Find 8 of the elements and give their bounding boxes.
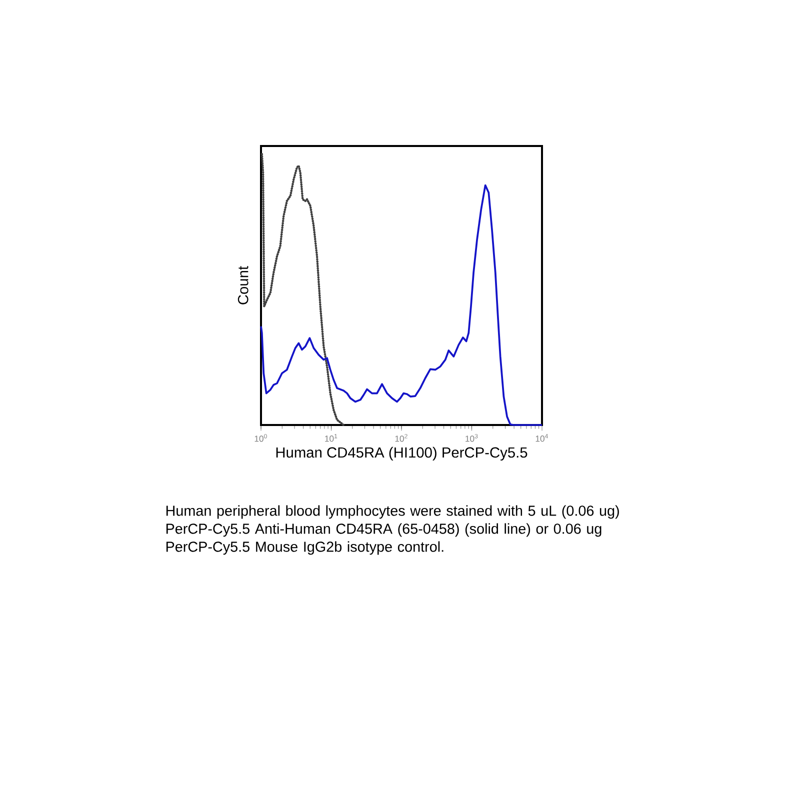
x-axis-title: Human CD45RA (HI100) PerCP-Cy5.5 bbox=[276, 446, 528, 461]
text: Human peripheral blood lymphocytes were stained with 5 uL (0.06 ug) PerCP-Cy5.5 Anti-Human CD45RA (65-0458) (solid line) or 0.06 ug PerCP-Cy5.5 Mouse IgG2b isotype control. bbox=[166, 505, 619, 555]
x-tick-label: 10$^{2}$ bbox=[395, 434, 408, 442]
y-axis-title: Count bbox=[238, 266, 248, 304]
x-tick-label: 10$^{4}$ bbox=[536, 434, 548, 442]
x-tick-label: 10$^{1}$ bbox=[325, 434, 338, 442]
x-tick-label: 10$^{0}$ bbox=[254, 434, 267, 442]
x-tick-label: 10$^{3}$ bbox=[466, 434, 478, 442]
